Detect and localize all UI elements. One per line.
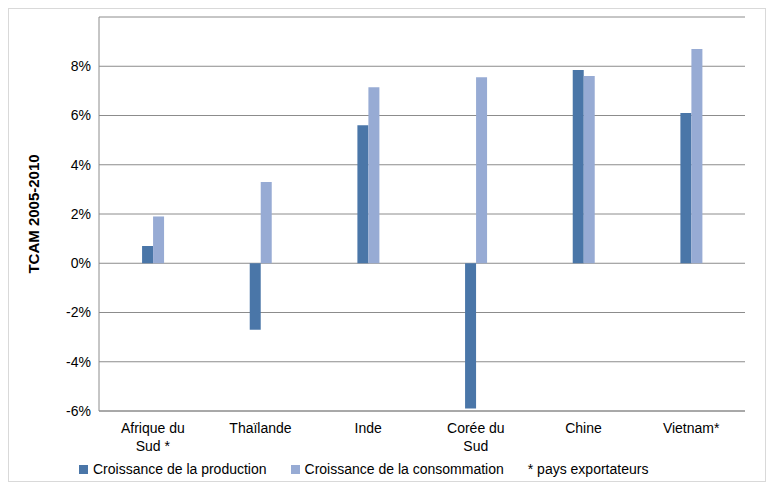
svg-text:6%: 6%: [71, 107, 91, 123]
svg-text:4%: 4%: [71, 157, 91, 173]
html-text:Croissance de la consommation: Croissance de la consommation: [304, 461, 504, 477]
svg-text:2%: 2%: [71, 206, 91, 222]
html-text:* pays exportateurs: * pays exportateurs: [527, 461, 649, 477]
svg-text:-4%: -4%: [66, 354, 91, 370]
svg-text:TCAM 2005-2010: TCAM 2005-2010: [25, 154, 42, 273]
svg-text:Chine: Chine: [565, 420, 602, 436]
svg-text:Inde: Inde: [355, 420, 382, 436]
html-text:Croissance de la production: Croissance de la production: [93, 461, 267, 477]
svg-text:-6%: -6%: [66, 403, 91, 419]
svg-text:Vietnam*: Vietnam*: [663, 420, 720, 436]
svg-text:Thaïlande: Thaïlande: [229, 420, 291, 436]
svg-text:8%: 8%: [71, 58, 91, 74]
svg-text:Corée duSud: Corée duSud: [447, 420, 505, 454]
svg-text:-2%: -2%: [66, 304, 91, 320]
svg-text:Afrique duSud *: Afrique duSud *: [121, 420, 185, 454]
svg-text:0%: 0%: [71, 255, 91, 271]
